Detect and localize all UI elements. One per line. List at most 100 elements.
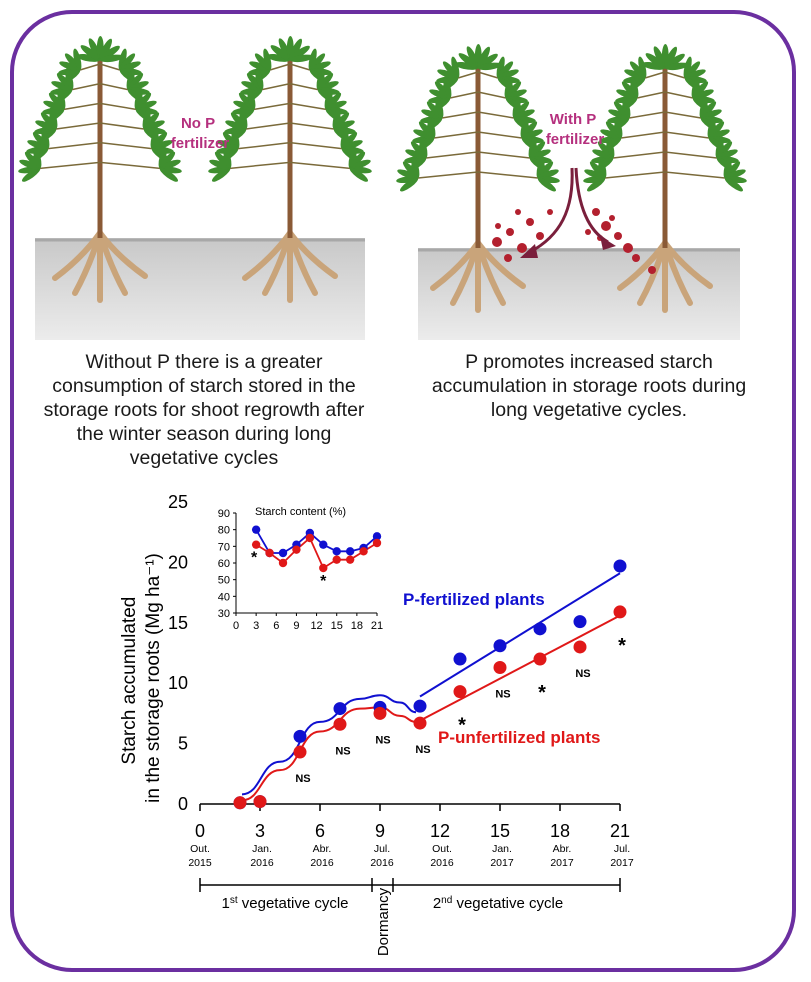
caption-left: Without P there is a greater consumption…: [43, 351, 365, 469]
inset-y-tick-label: 40: [218, 591, 230, 603]
leaf-lobe: [614, 116, 623, 139]
leaf-lobe: [99, 38, 113, 61]
leaf-petiole: [449, 91, 479, 99]
inset-x-tick-label: 6: [273, 620, 279, 632]
leaf-lobe: [443, 76, 452, 99]
leaf-petiole: [477, 111, 515, 119]
leaf-lobe: [592, 149, 614, 160]
leaf-petiole: [269, 63, 291, 71]
arrow-right-head: [600, 236, 616, 250]
leaf-petiole: [39, 161, 101, 170]
leaf-lobe: [118, 48, 127, 71]
inset-chart-lines: [255, 529, 378, 570]
p-granule: [515, 209, 521, 215]
leaf-lobe: [707, 116, 716, 139]
inset-y-tick-label: 70: [218, 541, 230, 553]
inset-y-tick-label: 80: [218, 525, 230, 537]
leaf-petiole: [417, 171, 479, 179]
leaf-petiole: [477, 91, 507, 99]
inset-data-point-fertilized: [278, 548, 288, 558]
data-point-fertilized: [533, 622, 547, 636]
inset-data-point-unfertilized: [278, 558, 288, 568]
leaf-lobe: [231, 127, 240, 149]
leaf-lobe: [405, 149, 427, 160]
leaf-lobe: [437, 69, 459, 80]
x-date-month: Jan.: [492, 843, 512, 855]
p-granule: [601, 221, 611, 231]
leaf-lobe: [537, 177, 556, 192]
leaf-petiole: [289, 161, 351, 170]
leaf-lobe: [413, 129, 435, 140]
leaf-petiole: [253, 102, 291, 111]
data-point-fertilized: [573, 615, 587, 629]
inset-significance-label: *: [251, 550, 258, 567]
leaf-lobe: [429, 89, 451, 100]
arrow-left-head: [520, 244, 538, 258]
p-granule: [632, 254, 640, 262]
leaf-lobe: [239, 107, 248, 130]
leaf-lobe: [624, 69, 646, 80]
y-tick-label: 10: [168, 673, 188, 693]
x-tick-label: 21: [610, 821, 630, 841]
significance-label: *: [538, 682, 546, 704]
leaf-petiole: [289, 102, 327, 111]
leaf-lobe: [512, 96, 521, 119]
leaf-lobe: [397, 169, 419, 180]
main-chart-fit-curves: [241, 572, 621, 802]
p-granule: [585, 229, 591, 235]
caption-right: P promotes increased starch accumulation…: [431, 351, 747, 421]
leaf-petiole: [245, 122, 291, 130]
inset-y-tick-label: 30: [218, 608, 230, 620]
x-date-month: Jul.: [374, 843, 390, 855]
leaf-lobe: [247, 87, 256, 110]
leaf-lobe: [142, 107, 151, 130]
leaf-lobe: [308, 48, 317, 71]
leaf-lobe: [600, 129, 622, 140]
storage-root: [97, 230, 148, 279]
storage-root: [662, 240, 713, 289]
x-date-year: 2017: [610, 857, 634, 869]
leaf-petiole: [229, 161, 291, 170]
first-cycle-label: 1st vegetative cycle: [221, 895, 348, 913]
second-cycle-label: 2nd vegetative cycle: [433, 895, 563, 913]
p-granule: [648, 266, 656, 274]
arrow-left: [529, 167, 574, 254]
inset-x-tick-label: 12: [310, 620, 322, 632]
x-date-year: 2016: [370, 857, 394, 869]
leaf-lobe: [699, 96, 708, 119]
leaf-lobe: [723, 156, 732, 179]
inset-data-point-fertilized: [372, 532, 382, 541]
leaf-lobe: [19, 159, 41, 170]
leaf-petiole: [628, 111, 666, 119]
leaf-lobe: [427, 116, 436, 139]
significance-label: NS: [295, 773, 310, 785]
leaf-lobe: [41, 127, 50, 149]
inset-chart-points: [251, 525, 382, 573]
leaf-petiole: [636, 91, 666, 99]
leaf-lobe: [134, 87, 143, 110]
leaf-petiole: [79, 63, 101, 71]
fit-line-cycle2-2: [419, 614, 621, 722]
leaf-lobe: [33, 146, 42, 169]
inset-data-point-unfertilized: [359, 547, 368, 556]
leaf-lobe: [217, 140, 239, 150]
leaf-lobe: [616, 89, 638, 100]
leaf-petiole: [477, 171, 539, 179]
leaf-lobe: [536, 156, 545, 179]
significance-label: *: [618, 635, 626, 657]
leaf-lobe: [349, 167, 368, 182]
leaf-lobe: [715, 136, 724, 159]
leaf-lobe: [241, 81, 263, 91]
data-point-unfertilized: [613, 605, 627, 619]
leaf-lobe: [324, 87, 333, 110]
data-point-unfertilized: [413, 716, 427, 730]
data-point-fertilized: [493, 639, 507, 653]
leaf-petiole: [433, 131, 479, 139]
inset-significance-label: *: [320, 573, 327, 590]
leaf-petiole: [664, 91, 694, 99]
cassava-plant-1: [18, 36, 182, 303]
main-y-axis-label: Starch accumulated in the storage roots …: [119, 553, 164, 803]
fertilizer-arrows: [520, 167, 616, 258]
p-granule: [536, 232, 544, 240]
